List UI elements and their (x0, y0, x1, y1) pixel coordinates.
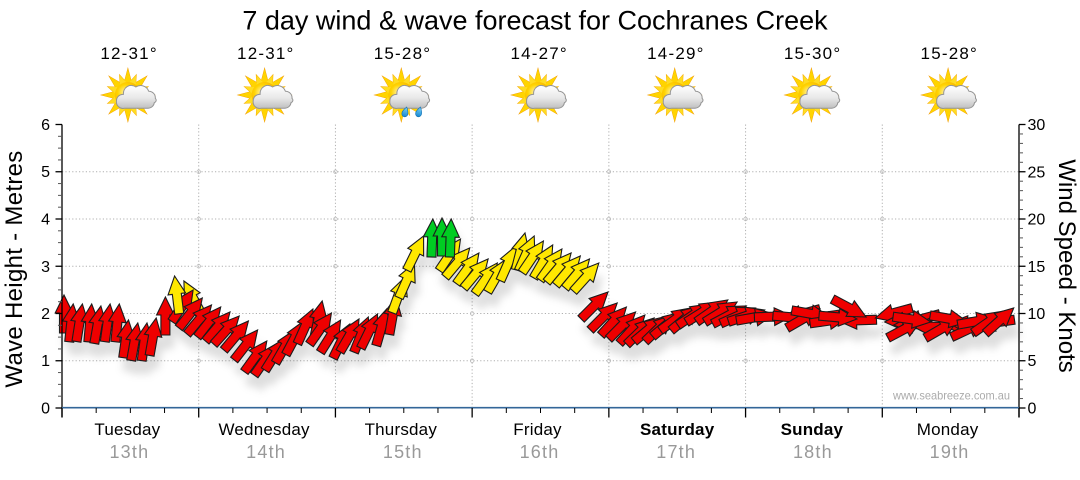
svg-text:2: 2 (41, 306, 50, 323)
svg-text:15-30°: 15-30° (784, 44, 841, 63)
svg-text:Sunday: Sunday (781, 420, 844, 439)
svg-text:Friday: Friday (513, 420, 562, 439)
svg-text:Tuesday: Tuesday (94, 420, 160, 439)
svg-text:Thursday: Thursday (365, 420, 438, 439)
svg-text:3: 3 (41, 259, 50, 276)
svg-text:25: 25 (1028, 164, 1046, 181)
svg-text:4: 4 (41, 212, 50, 229)
svg-text:www.seabreeze.com.au: www.seabreeze.com.au (892, 389, 1010, 403)
svg-text:5: 5 (1028, 353, 1037, 370)
svg-text:Monday: Monday (917, 420, 979, 439)
svg-text:0: 0 (1028, 401, 1037, 418)
svg-text:14-27°: 14-27° (510, 44, 567, 63)
svg-text:14-29°: 14-29° (647, 44, 704, 63)
svg-text:30: 30 (1028, 117, 1046, 134)
svg-text:Saturday: Saturday (640, 420, 715, 439)
svg-text:15-28°: 15-28° (921, 44, 978, 63)
svg-text:5: 5 (41, 164, 50, 181)
svg-text:Wednesday: Wednesday (218, 420, 310, 439)
svg-text:10: 10 (1028, 306, 1046, 323)
svg-text:20: 20 (1028, 212, 1046, 229)
svg-text:16th: 16th (520, 442, 560, 462)
svg-text:17th: 17th (656, 442, 696, 462)
svg-text:15-28°: 15-28° (374, 44, 431, 63)
svg-text:18th: 18th (793, 442, 833, 462)
svg-text:0: 0 (41, 401, 50, 418)
svg-text:7 day wind & wave forecast for: 7 day wind & wave forecast for Cochranes… (242, 6, 828, 36)
svg-text:Wave Height - Metres: Wave Height - Metres (1, 150, 28, 387)
svg-text:14th: 14th (246, 442, 286, 462)
svg-text:13th: 13th (109, 442, 149, 462)
svg-text:12-31°: 12-31° (100, 44, 157, 63)
svg-text:19th: 19th (930, 442, 970, 462)
svg-text:15th: 15th (383, 442, 423, 462)
svg-text:6: 6 (41, 117, 50, 134)
svg-text:1: 1 (41, 353, 50, 370)
svg-text:Wind Speed - Knots: Wind Speed - Knots (1053, 159, 1080, 372)
svg-text:15: 15 (1028, 259, 1046, 276)
svg-text:12-31°: 12-31° (237, 44, 294, 63)
